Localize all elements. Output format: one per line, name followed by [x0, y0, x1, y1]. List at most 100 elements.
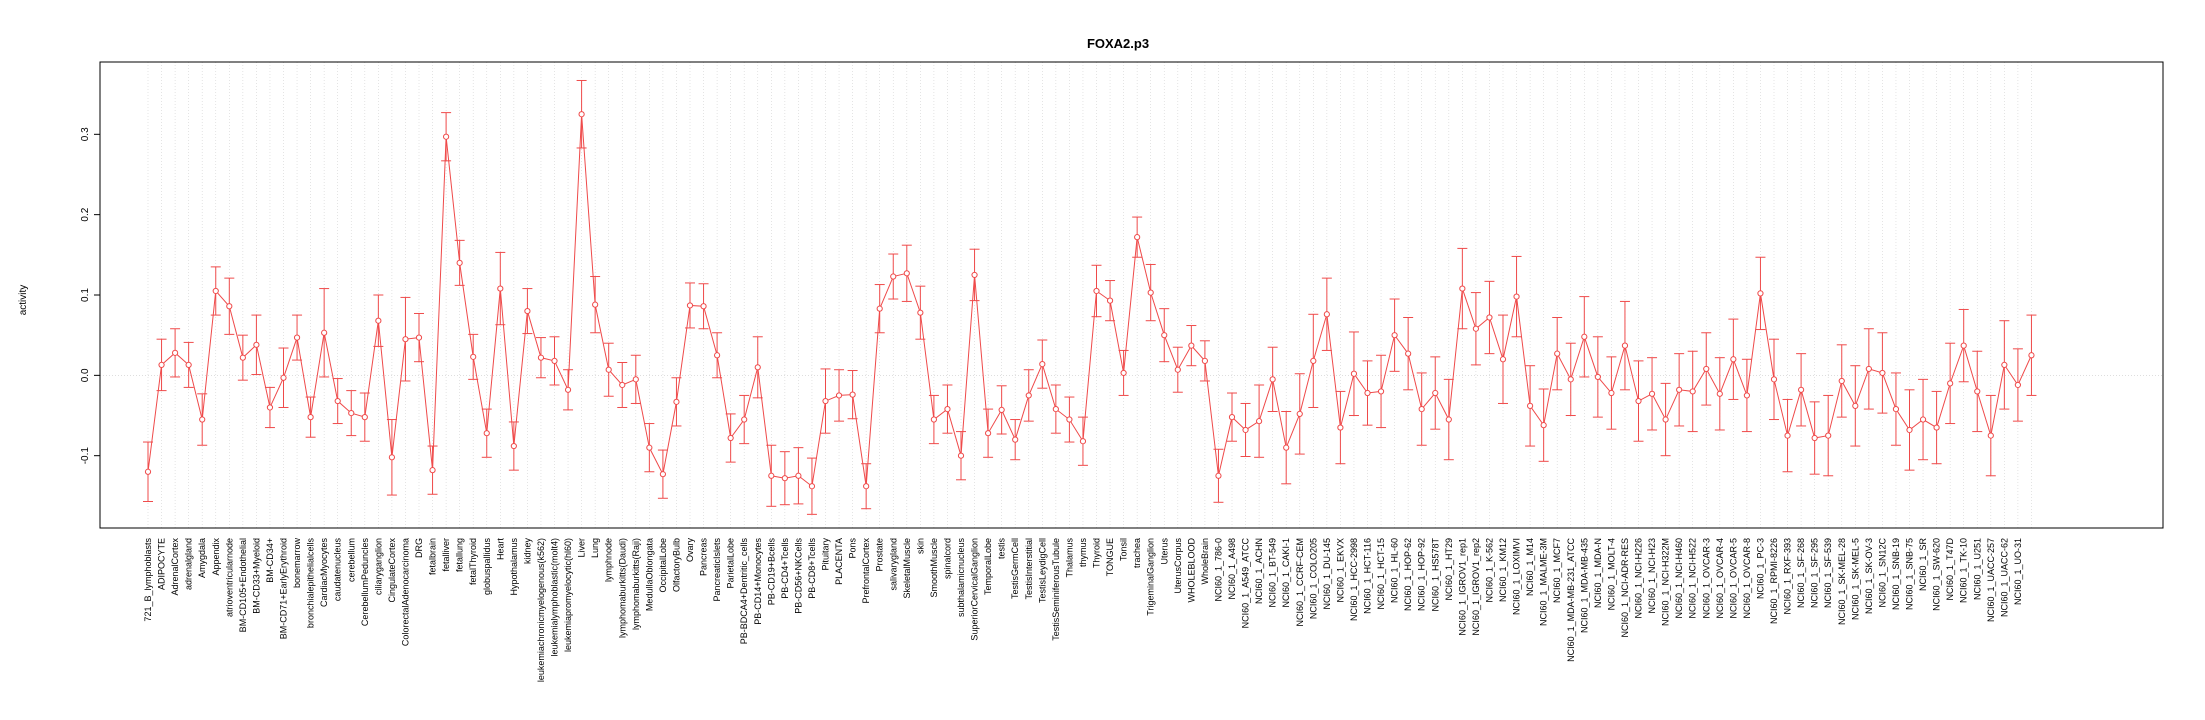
x-tick-label: SuperiorCervicalGanglion — [970, 538, 980, 641]
x-tick-label: DRG — [414, 538, 424, 558]
data-point — [1947, 380, 1954, 387]
x-tick-label: NCI60_1_DU-145 — [1322, 538, 1332, 610]
data-point — [822, 397, 829, 405]
data-point — [1418, 405, 1425, 413]
data-point — [957, 452, 965, 459]
x-tick-label: bronchialepithelialcells — [306, 538, 316, 629]
x-tick-label: NCI60_1_786-0 — [1213, 538, 1223, 602]
x-tick-label: NCI60_1_SN12C — [1877, 538, 1887, 608]
data-point — [1987, 432, 1994, 439]
x-tick-label: NCI60_1_NCI-H322M — [1661, 538, 1671, 626]
x-tick-label: TemporalLobe — [983, 538, 993, 595]
data-point — [1662, 416, 1669, 423]
x-tick-label: skin — [915, 538, 925, 554]
x-tick-label: subthalamicnucleus — [956, 538, 966, 618]
data-point — [849, 391, 856, 398]
data-point — [1594, 373, 1601, 381]
x-tick-label: leukemialymphoblastic(molt4) — [550, 538, 560, 657]
data-point — [795, 472, 802, 479]
x-tick-label: NCI60_1_CAKI-1 — [1281, 538, 1291, 608]
data-point — [348, 410, 355, 417]
x-tick-label: Pituitary — [821, 538, 831, 571]
x-tick-label: PB-CD4+Tcells — [780, 538, 790, 599]
data-point — [185, 361, 192, 368]
x-tick-label: NCI60_1_BT-549 — [1268, 538, 1278, 608]
data-point — [605, 366, 612, 373]
data-point — [415, 334, 423, 341]
data-point — [199, 416, 206, 423]
x-tick-label: thymus — [1078, 538, 1088, 568]
data-point — [212, 287, 219, 295]
data-point — [226, 303, 233, 310]
data-point — [2028, 352, 2035, 359]
data-point — [1865, 365, 1872, 373]
data-point — [1201, 357, 1209, 364]
data-point — [1838, 377, 1845, 385]
data-point — [876, 305, 883, 312]
data-point — [1215, 472, 1222, 479]
data-point — [1716, 390, 1723, 397]
x-tick-label: ciliaryganglion — [373, 538, 383, 595]
data-point — [1648, 390, 1656, 397]
data-point — [1825, 432, 1832, 439]
data-point — [903, 270, 910, 277]
x-tick-label: NCI60_1_NCI-H226 — [1634, 538, 1644, 619]
data-point — [334, 397, 341, 405]
data-point — [1879, 369, 1886, 377]
x-tick-label: TestisGermCell — [1010, 538, 1020, 599]
x-tick-label: 721_B_lymphoblasts — [143, 538, 153, 622]
data-point — [144, 468, 152, 475]
x-tick-label: BM-CD71+EarlyErythroid — [279, 538, 289, 639]
x-tick-label: Hypothalamus — [509, 538, 519, 596]
x-tick-label: NCI60_1_SK-MEL-5 — [1850, 538, 1860, 620]
data-point — [1161, 332, 1168, 339]
data-point — [1906, 426, 1913, 434]
x-tick-label: ADIPOCYTE — [157, 538, 167, 590]
data-point — [443, 133, 450, 140]
data-point — [1120, 369, 1127, 377]
data-point — [659, 471, 667, 478]
x-tick-label: NCI60_1_HT29 — [1444, 538, 1454, 601]
x-tick-label: NCI60_1_NCI-ADR-RES — [1620, 538, 1630, 638]
data-point — [1079, 438, 1087, 445]
x-tick-label: PrefrontalCortex — [861, 538, 871, 604]
x-tick-label: bonemarrow — [292, 538, 302, 589]
data-point — [388, 454, 395, 461]
data-point — [307, 414, 314, 421]
y-tick-label: 0.1 — [80, 288, 91, 302]
data-point — [619, 381, 626, 389]
x-tick-label: NCI60_1_MDA-MB-231_ATCC — [1566, 538, 1576, 662]
x-tick-label: NCI60_1_PC-3 — [1755, 538, 1765, 599]
data-point — [1147, 289, 1154, 296]
x-tick-label: caudatenucleus — [333, 538, 343, 602]
grid — [100, 62, 2163, 528]
x-tick-label: fetalliver — [441, 538, 451, 572]
x-tick-label: NCI60_1_A549_ATCC — [1241, 538, 1251, 629]
data-point — [1174, 366, 1181, 373]
data-point — [253, 341, 260, 348]
x-tick-label: NCI60_1_SK-OV-3 — [1864, 538, 1874, 614]
x-tick-label: NCI60_1_HOP-62 — [1403, 538, 1413, 611]
x-tick-label: OlfactoryBulb — [671, 538, 681, 592]
y-axis: -0.1 0.0 0.1 0.2 0.3 — [80, 127, 100, 464]
data-point — [2001, 361, 2008, 368]
data-point — [402, 336, 409, 343]
x-tick-label: BM-CD33+Myeloid — [251, 538, 261, 614]
data-point — [1608, 389, 1615, 397]
x-tick-label: NCI60_1_MDA-MB-435 — [1579, 538, 1589, 633]
data-point — [917, 309, 924, 316]
data-point — [1919, 416, 1927, 423]
data-points — [144, 111, 2035, 490]
x-tick-label: NCI60_1_MALME-3M — [1539, 538, 1549, 626]
x-tick-label: NCI60_1_HS578T — [1430, 538, 1440, 612]
data-point — [1581, 333, 1588, 340]
x-tick-label: NCI60_1_M14 — [1525, 538, 1535, 596]
x-tick-label: Prostate — [875, 538, 885, 572]
data-point — [456, 259, 463, 266]
x-tick-label: lymphomaburkitts(Raji) — [631, 538, 641, 630]
data-point — [1798, 386, 1805, 393]
data-point — [741, 416, 748, 423]
x-tick-label: NCI60_1_MDA-N — [1593, 538, 1603, 608]
x-tick-label: NCI60_1_OVCAR-8 — [1742, 538, 1752, 619]
